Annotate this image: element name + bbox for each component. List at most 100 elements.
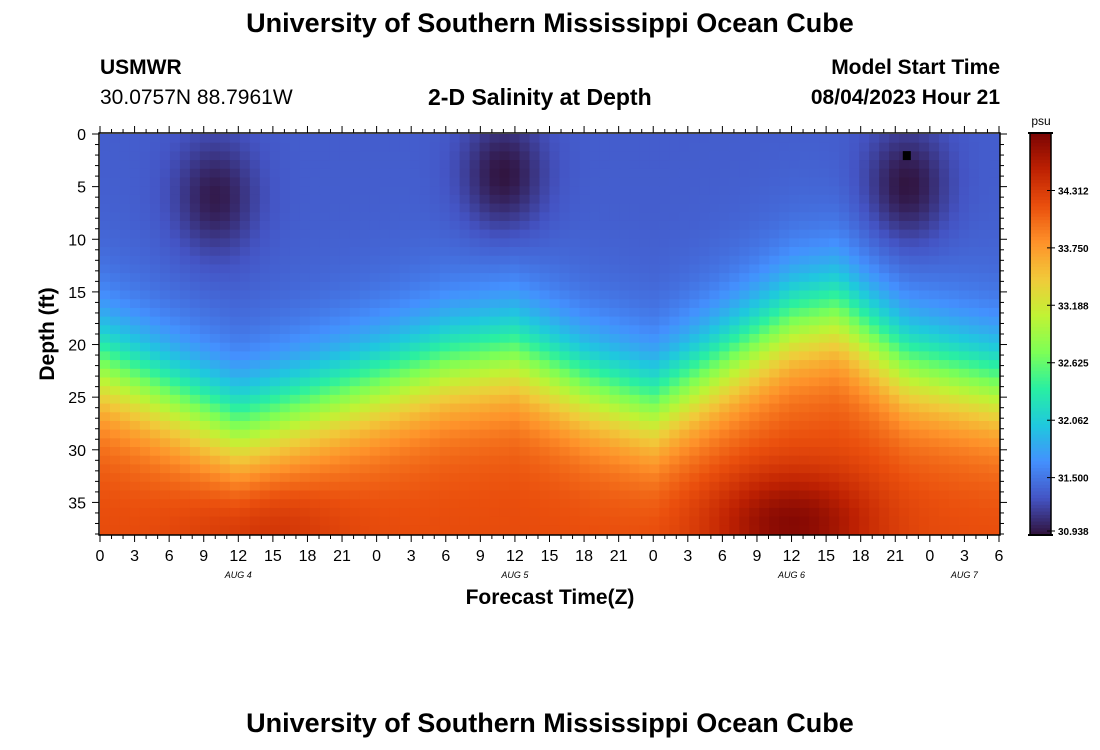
heatmap-cell	[579, 490, 591, 500]
heatmap-cell	[639, 281, 650, 292]
heatmap-cell	[759, 420, 770, 431]
heatmap-cell	[819, 273, 830, 283]
heatmap-cell	[189, 490, 201, 500]
heatmap-cell	[169, 203, 181, 213]
heatmap-cell	[309, 299, 321, 309]
heatmap-cell	[289, 273, 301, 283]
heatmap-cell	[399, 368, 411, 379]
heatmap-cell	[539, 368, 551, 379]
heatmap-cell	[549, 334, 561, 344]
heatmap-cell	[879, 247, 890, 257]
heatmap-cell	[129, 325, 141, 335]
heatmap-cell	[869, 134, 880, 144]
heatmap-cell	[169, 325, 181, 335]
heatmap-cell	[889, 194, 900, 205]
heatmap-cell	[439, 307, 451, 318]
heatmap-cell	[469, 142, 481, 152]
heatmap-cell	[539, 281, 551, 292]
heatmap-cell	[769, 499, 780, 509]
heatmap-cell	[369, 316, 381, 326]
heatmap-cell	[959, 351, 970, 361]
heatmap-cell	[239, 168, 251, 179]
heatmap-cell	[579, 247, 591, 257]
heatmap-cell	[269, 255, 281, 266]
heatmap-cell	[679, 403, 690, 413]
heatmap-cell	[529, 481, 541, 492]
heatmap-cell	[159, 316, 171, 326]
heatmap-cell	[939, 438, 950, 448]
heatmap-cell	[139, 464, 151, 474]
heatmap-cell	[749, 316, 760, 326]
heatmap-cell	[239, 455, 251, 466]
heatmap-cell	[989, 255, 1000, 266]
heatmap-cell	[129, 334, 141, 344]
heatmap-cell	[249, 142, 261, 152]
heatmap-cell	[109, 412, 121, 422]
heatmap-cell	[439, 142, 451, 152]
heatmap-cell	[889, 464, 900, 474]
heatmap-cell	[429, 516, 441, 526]
heatmap-cell	[939, 264, 950, 274]
heatmap-cell	[589, 490, 601, 500]
colorbar-tick-label: 30.938	[1058, 527, 1089, 538]
heatmap-cell	[959, 455, 970, 466]
heatmap-cell	[569, 394, 581, 405]
heatmap-cell	[100, 142, 111, 152]
heatmap-cell	[779, 525, 790, 535]
heatmap-cell	[779, 194, 790, 205]
heatmap-cell	[499, 194, 511, 205]
heatmap-cell	[669, 351, 680, 361]
heatmap-cell	[399, 386, 411, 396]
heatmap-cell	[749, 360, 760, 370]
heatmap-cell	[249, 168, 261, 179]
heatmap-cell	[169, 238, 181, 248]
heatmap-cell	[979, 377, 990, 387]
heatmap-cell	[719, 229, 730, 239]
heatmap-cell	[219, 420, 231, 431]
heatmap-cell	[549, 499, 561, 509]
heatmap-cell	[669, 203, 680, 213]
heatmap-cell	[929, 377, 940, 387]
heatmap-cell	[889, 429, 900, 439]
heatmap-cell	[739, 429, 750, 439]
heatmap-cell	[699, 142, 710, 152]
heatmap-cell	[539, 464, 551, 474]
heatmap-cell	[339, 368, 351, 379]
heatmap-cell	[729, 420, 740, 431]
heatmap-cell	[909, 247, 920, 257]
heatmap-cell	[789, 290, 800, 300]
heatmap-cell	[969, 316, 980, 326]
heatmap-cell	[699, 490, 710, 500]
heatmap-cell	[969, 238, 980, 248]
heatmap-cell	[489, 403, 501, 413]
heatmap-cell	[559, 194, 571, 205]
heatmap-cell	[399, 255, 411, 266]
heatmap-cell	[229, 473, 241, 483]
heatmap-cell	[609, 325, 621, 335]
heatmap-cell	[459, 360, 471, 370]
heatmap-cell	[349, 273, 361, 283]
heatmap-cell	[919, 134, 930, 144]
heatmap-cell	[469, 394, 481, 405]
heatmap-cell	[739, 447, 750, 457]
heatmap-cell	[359, 229, 371, 239]
heatmap-cell	[809, 429, 820, 439]
heatmap-cell	[159, 490, 171, 500]
heatmap-cell	[279, 351, 291, 361]
heatmap-cell	[969, 134, 980, 144]
colorbar-band	[1030, 260, 1051, 265]
heatmap-cell	[549, 281, 561, 292]
heatmap-cell	[409, 420, 421, 431]
heatmap-cell	[139, 377, 151, 387]
heatmap-cell	[269, 438, 281, 448]
heatmap-cell	[889, 316, 900, 326]
heatmap-cell	[639, 247, 650, 257]
heatmap-cell	[719, 525, 730, 535]
heatmap-cell	[509, 429, 521, 439]
heatmap-cell	[529, 455, 541, 466]
heatmap-cell	[699, 247, 710, 257]
heatmap-cell	[399, 438, 411, 448]
heatmap-cell	[469, 151, 481, 161]
heatmap-cell	[549, 247, 561, 257]
heatmap-cell	[709, 325, 720, 335]
